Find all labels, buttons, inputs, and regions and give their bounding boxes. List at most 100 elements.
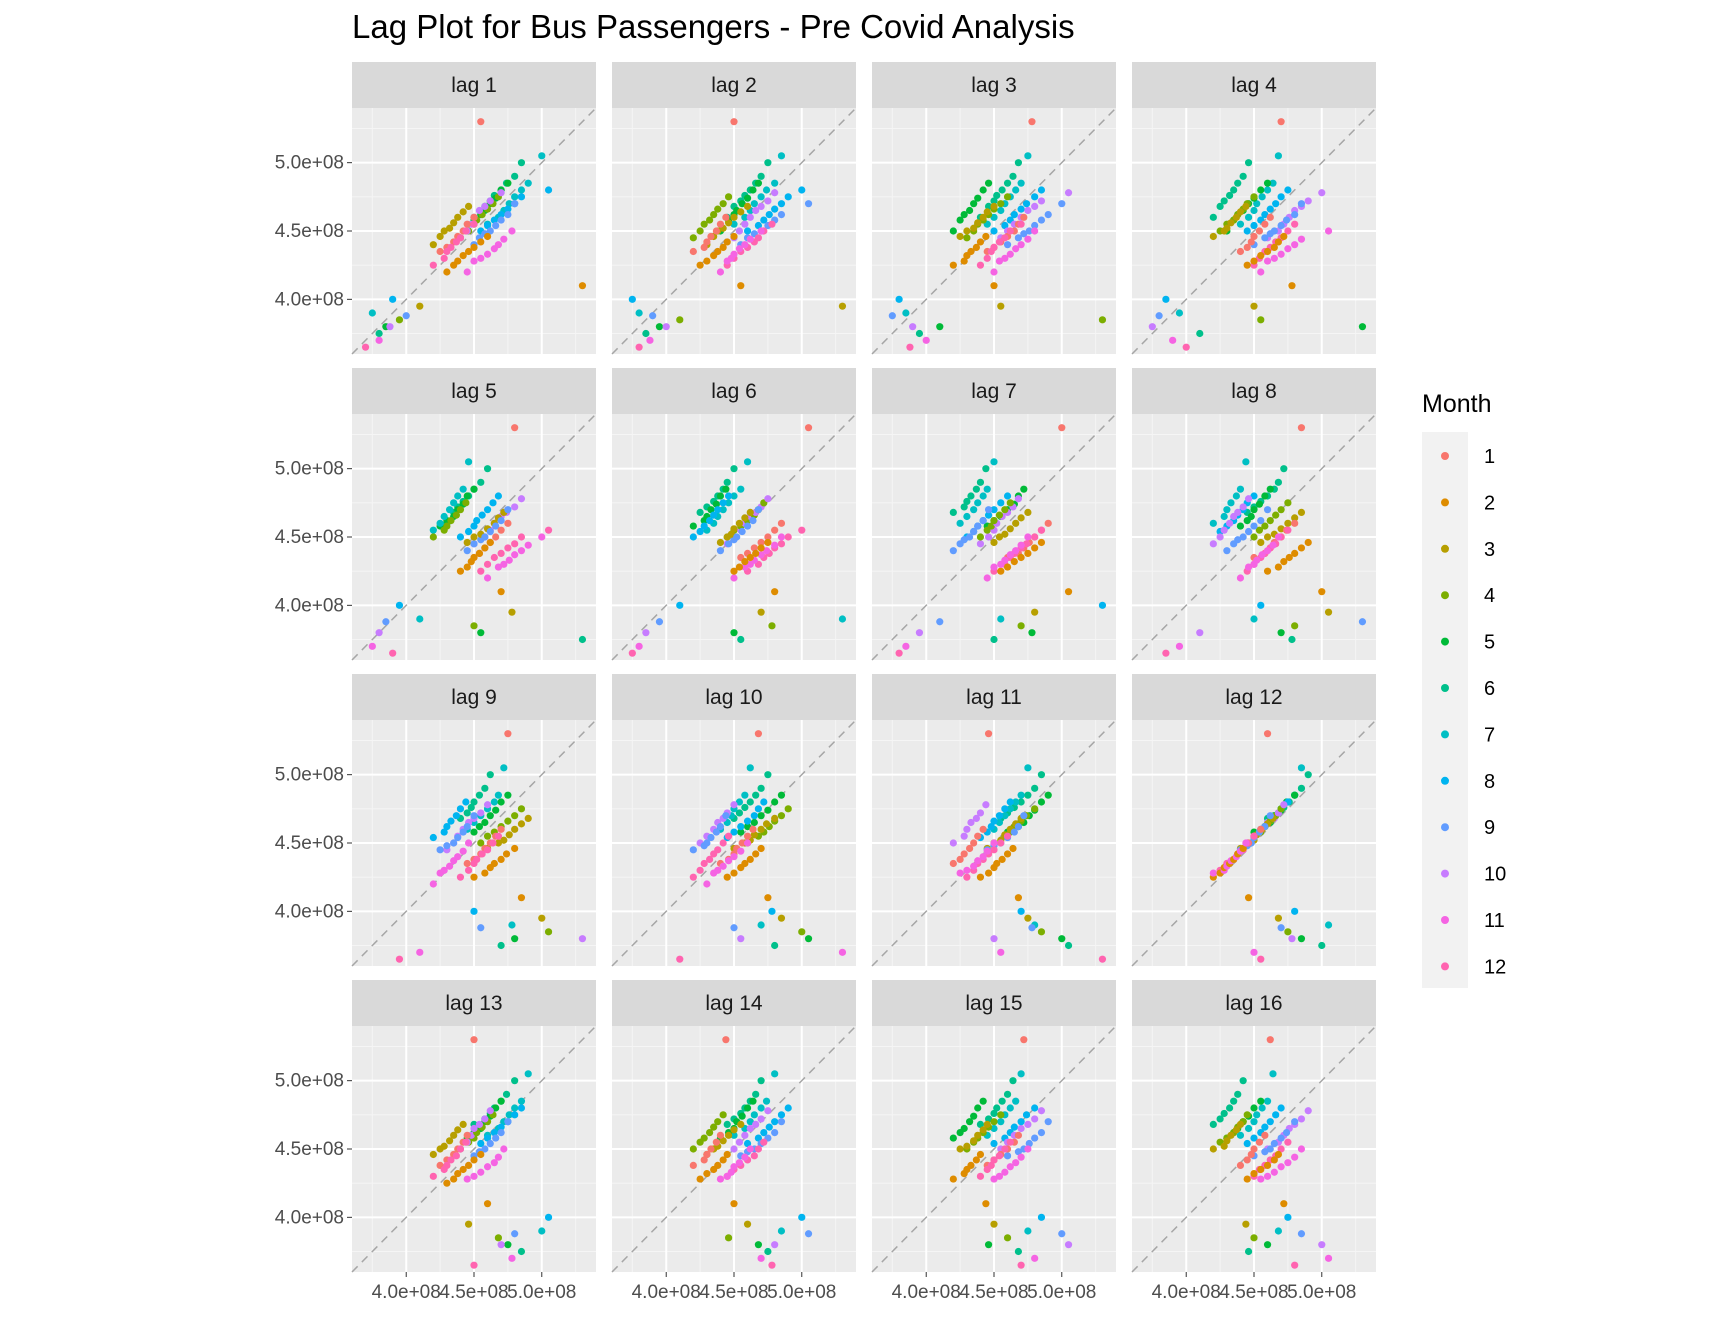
data-point bbox=[429, 241, 437, 249]
data-point bbox=[730, 924, 738, 932]
data-point bbox=[735, 798, 744, 806]
legend-key bbox=[1441, 684, 1449, 692]
data-point bbox=[497, 211, 505, 219]
data-point bbox=[714, 866, 722, 874]
data-point bbox=[757, 202, 765, 210]
data-point bbox=[504, 817, 512, 825]
data-point bbox=[974, 1104, 982, 1112]
data-point bbox=[700, 1134, 708, 1142]
data-point bbox=[730, 1145, 738, 1153]
data-point bbox=[1324, 608, 1333, 616]
data-point bbox=[771, 179, 779, 187]
data-point bbox=[1064, 189, 1073, 197]
legend-key bbox=[1441, 591, 1449, 600]
data-point bbox=[784, 193, 792, 201]
data-point bbox=[743, 1139, 752, 1148]
data-point bbox=[459, 1120, 467, 1128]
data-point bbox=[1242, 202, 1250, 210]
y-tick-label: 5.0e+08 bbox=[275, 765, 344, 786]
data-point bbox=[712, 500, 720, 508]
y-tick-label: 4.5e+08 bbox=[275, 527, 344, 548]
data-point bbox=[497, 189, 505, 197]
data-point bbox=[760, 1138, 768, 1146]
data-point bbox=[730, 869, 738, 877]
data-point bbox=[972, 1156, 980, 1164]
data-point bbox=[463, 809, 471, 817]
data-point bbox=[1017, 1153, 1025, 1161]
data-point bbox=[757, 825, 765, 833]
data-point bbox=[635, 642, 643, 650]
data-point bbox=[710, 511, 718, 519]
data-point bbox=[511, 540, 519, 548]
data-point bbox=[1037, 1129, 1046, 1137]
data-point bbox=[1253, 200, 1261, 208]
data-point bbox=[1031, 784, 1039, 792]
data-point bbox=[712, 227, 720, 235]
data-point bbox=[1044, 519, 1052, 527]
data-point bbox=[956, 1145, 964, 1153]
data-point bbox=[936, 618, 944, 626]
data-point bbox=[746, 1145, 754, 1153]
data-point bbox=[504, 791, 512, 799]
data-point bbox=[486, 1107, 494, 1115]
data-point bbox=[757, 608, 765, 616]
data-point bbox=[719, 506, 727, 514]
data-point bbox=[1223, 1137, 1231, 1145]
data-point bbox=[760, 798, 768, 806]
facet-strip-label: lag 15 bbox=[965, 992, 1022, 1015]
data-point bbox=[730, 801, 738, 809]
data-point bbox=[754, 179, 763, 187]
data-point bbox=[741, 791, 749, 799]
data-point bbox=[712, 828, 720, 836]
data-point bbox=[997, 948, 1005, 956]
data-point bbox=[1017, 798, 1025, 806]
data-point bbox=[544, 1213, 553, 1221]
data-point bbox=[464, 458, 473, 466]
data-point bbox=[1236, 208, 1245, 216]
legend-title: Month bbox=[1422, 390, 1491, 418]
data-point bbox=[1017, 220, 1025, 228]
data-point bbox=[1261, 234, 1269, 242]
facet-strip-label: lag 14 bbox=[705, 992, 763, 1015]
data-point bbox=[511, 200, 519, 208]
data-point bbox=[1236, 574, 1245, 582]
data-point bbox=[979, 1097, 987, 1105]
data-point bbox=[1253, 1111, 1261, 1119]
data-point bbox=[1250, 193, 1258, 201]
data-point bbox=[1012, 1159, 1020, 1167]
data-point bbox=[1028, 629, 1036, 637]
data-point bbox=[635, 343, 643, 351]
data-point bbox=[1169, 336, 1177, 344]
data-point bbox=[990, 517, 998, 525]
data-point bbox=[997, 1111, 1005, 1119]
data-point bbox=[716, 220, 725, 228]
data-point bbox=[1044, 211, 1052, 219]
data-point bbox=[470, 485, 478, 493]
data-point bbox=[1220, 512, 1228, 521]
data-point bbox=[486, 538, 494, 547]
data-point bbox=[970, 506, 978, 514]
data-point bbox=[1220, 526, 1228, 534]
data-point bbox=[1318, 1241, 1326, 1249]
data-point bbox=[1257, 538, 1265, 547]
data-point bbox=[497, 855, 505, 864]
data-point bbox=[1274, 533, 1282, 541]
data-point bbox=[735, 1159, 744, 1167]
data-point bbox=[464, 866, 473, 874]
data-point bbox=[976, 1172, 985, 1180]
data-point bbox=[1006, 551, 1014, 559]
data-point bbox=[737, 635, 745, 644]
data-point bbox=[578, 635, 587, 644]
data-point bbox=[979, 1126, 987, 1134]
reference-line bbox=[1131, 107, 1377, 355]
data-point bbox=[1274, 914, 1282, 922]
data-point bbox=[443, 522, 451, 530]
data-point bbox=[956, 855, 964, 864]
data-point bbox=[749, 825, 757, 833]
data-point bbox=[459, 252, 467, 260]
facet-panel: lag 7 bbox=[871, 368, 1117, 661]
data-point bbox=[1003, 193, 1012, 201]
data-point bbox=[1263, 1161, 1272, 1169]
data-point bbox=[486, 771, 494, 779]
data-point bbox=[456, 1145, 465, 1153]
